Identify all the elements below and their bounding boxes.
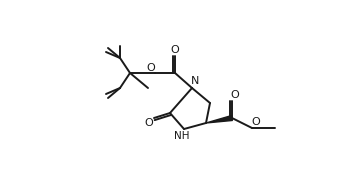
Text: NH: NH <box>174 131 190 141</box>
Text: O: O <box>230 90 239 100</box>
Text: O: O <box>251 117 260 127</box>
Text: O: O <box>147 63 155 73</box>
Text: O: O <box>171 45 179 55</box>
Polygon shape <box>206 116 233 123</box>
Text: O: O <box>144 118 153 128</box>
Text: N: N <box>191 76 199 86</box>
